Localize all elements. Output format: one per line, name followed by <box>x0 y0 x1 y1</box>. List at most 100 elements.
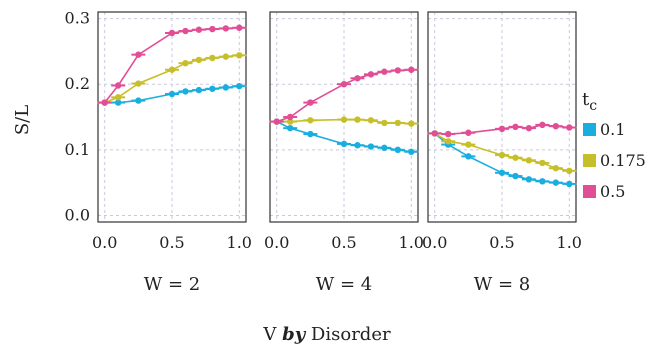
panel-3-series-0.5-point-1 <box>444 130 452 138</box>
panel-2-series-0.5-point-8 <box>408 66 415 73</box>
panel-3-frame <box>427 11 577 223</box>
legend-label-3: 0.5 <box>600 182 625 201</box>
panel-2-series-0.5-point-4 <box>354 75 361 82</box>
legend-label-2: 0.175 <box>600 151 646 170</box>
panel-1-series-0.175-point-2 <box>135 80 142 87</box>
panel-2-series-0.175-point-3 <box>340 116 348 123</box>
panel-1-series-0.5-point-7 <box>222 25 230 32</box>
panel-3-x-tick-0: 0.0 <box>422 233 447 252</box>
panel-1-series-0.5-point-1 <box>114 82 122 89</box>
legend-label-1: 0.1 <box>600 120 625 139</box>
panel-2-series-0.5-point-3 <box>340 80 348 88</box>
panel-1-series-0.175-point-7 <box>222 53 230 60</box>
panel-3-series-0.1-point-5 <box>525 176 533 183</box>
panel-2-series-0.5-point-1 <box>286 113 294 121</box>
panel-1-series-0.175-point-4 <box>182 59 189 67</box>
x-axis-label-part-1: V <box>262 324 282 345</box>
panel-1-series-0.5-point-5 <box>195 26 203 33</box>
panel-2-frame <box>269 11 419 223</box>
panel-3-series-0.175-point-6 <box>539 159 546 167</box>
legend-title-main: t <box>582 89 590 110</box>
panel-3-series-0.1-point-8 <box>566 180 573 188</box>
panel-1-series-0.1-point-6 <box>209 85 216 92</box>
panel-2-series-0.175-point-1 <box>286 118 294 125</box>
panel-1-series-0.5-point-4 <box>182 27 189 35</box>
panel-1-series-0.175-point-3 <box>168 66 176 73</box>
panel-2-series-0.175-point-4 <box>354 116 361 123</box>
panel-3-series-0.5-point-7 <box>552 122 560 130</box>
panel-2-series-0.1-point-2 <box>307 130 314 138</box>
panel-3: 0.0 0.5 1.0 W = 8 <box>422 11 582 295</box>
panel-3-series-0.5-point-2 <box>465 129 472 136</box>
panel-1-series-0.175-point-1 <box>114 94 122 101</box>
panel-3-series-0.1-point-6 <box>539 178 546 185</box>
panel-3-series-0.175-point-7 <box>552 164 560 172</box>
legend-swatch-1 <box>583 123 596 136</box>
panel-2-series-0.1-point-3 <box>340 140 348 148</box>
panel-3-x-tick-2: 1.0 <box>557 233 582 252</box>
panel-2-series-0.175-point-2 <box>307 117 314 124</box>
panels-group: 0.0 0.5 1.0 W = 2 0.0 0.5 1.0 W = 4 0.0 0.5 1.0 W =… <box>92 11 582 295</box>
panel-1-series-0.175-point-8 <box>236 52 243 59</box>
panel-2-series-0.1-point-4 <box>354 142 361 149</box>
panel-2-series-0.175-point-6 <box>381 119 388 127</box>
legend: tc 0.1 0.175 0.5 <box>582 89 646 201</box>
panel-3-series-0.1-point-3 <box>498 169 506 176</box>
panel-1-series-0.175-point-6 <box>209 54 216 62</box>
panel-1-series-0.175-point-5 <box>195 56 203 64</box>
panel-3-series-0.175-point-3 <box>498 151 506 159</box>
legend-title: tc <box>582 89 597 114</box>
panel-3-series-0.1-point-4 <box>512 172 519 180</box>
y-axis-label: S/L <box>12 105 33 135</box>
panel-1-series-0.1-point-3 <box>168 90 176 98</box>
panel-2-series-0.1-point-8 <box>408 148 415 155</box>
panel-1-series-0.1-point-4 <box>182 88 189 95</box>
legend-title-sub: c <box>589 98 597 114</box>
panel-2-series-0.175-point-7 <box>394 119 402 127</box>
panel-2-series-0.5-line <box>276 69 412 123</box>
panel-1-x-tick-0: 0.0 <box>92 233 117 252</box>
panel-1-series-0.1-point-7 <box>222 84 230 91</box>
x-axis-label-by: by <box>282 324 307 345</box>
panel-2-series-0.5-point-5 <box>367 71 375 78</box>
x-axis-label: V by Disorder <box>262 324 391 345</box>
panel-3-x-tick-1: 0.5 <box>489 233 514 252</box>
panel-3-series-0.175-point-2 <box>465 141 472 148</box>
panel-2-series-0.175-point-5 <box>367 117 375 124</box>
panel-2-series-0.1-point-5 <box>367 143 375 150</box>
panel-1-frame <box>97 11 247 223</box>
y-tick-3: 0.3 <box>65 9 90 28</box>
panel-1-series-0.5-point-3 <box>168 29 176 37</box>
panel-1-x-tick-1: 0.5 <box>159 233 184 252</box>
panel-3-label: W = 8 <box>474 274 530 295</box>
panel-2: 0.0 0.5 1.0 W = 4 <box>264 11 424 295</box>
panel-1-series-0.5-point-0 <box>101 99 108 106</box>
panel-1-series-0.5-point-8 <box>236 24 243 31</box>
panel-3-series-0.175-point-8 <box>566 167 573 175</box>
panel-2-series-0.175-point-8 <box>408 120 415 127</box>
panel-1-series-0.5-point-6 <box>209 25 216 33</box>
panel-1-series-0.1-point-1 <box>114 99 122 106</box>
panel-2-x-tick-2: 1.0 <box>399 233 424 252</box>
panel-1-label: W = 2 <box>144 274 200 295</box>
panel-1-x-tick-2: 1.0 <box>227 233 252 252</box>
panel-3-series-0.5-point-5 <box>525 124 533 132</box>
panel-2-series-0.1-point-6 <box>381 144 388 152</box>
panel-3-series-0.1-point-2 <box>465 153 472 160</box>
y-tick-0: 0.0 <box>65 205 90 224</box>
panel-3-series-0.5-point-6 <box>539 121 546 129</box>
y-tick-1: 0.1 <box>65 140 90 159</box>
panel-3-series-0.5-point-4 <box>512 123 519 131</box>
panel-2-x-tick-0: 0.0 <box>264 233 289 252</box>
panel-3-series-0.5-point-8 <box>566 124 573 131</box>
panel-2-series-0.5-point-6 <box>381 68 388 75</box>
y-tick-2: 0.2 <box>65 74 90 93</box>
panel-3-series-0.175-point-4 <box>512 154 519 161</box>
x-axis-label-part-2: Disorder <box>305 324 391 345</box>
panel-3-series-0.5-point-0 <box>431 130 438 137</box>
panel-3-series-0.5-point-3 <box>498 125 506 133</box>
panel-2-series-0.5-point-0 <box>273 118 280 125</box>
panel-3-series-0.175-point-1 <box>444 138 452 145</box>
panel-2-series-0.1-point-1 <box>286 124 294 132</box>
